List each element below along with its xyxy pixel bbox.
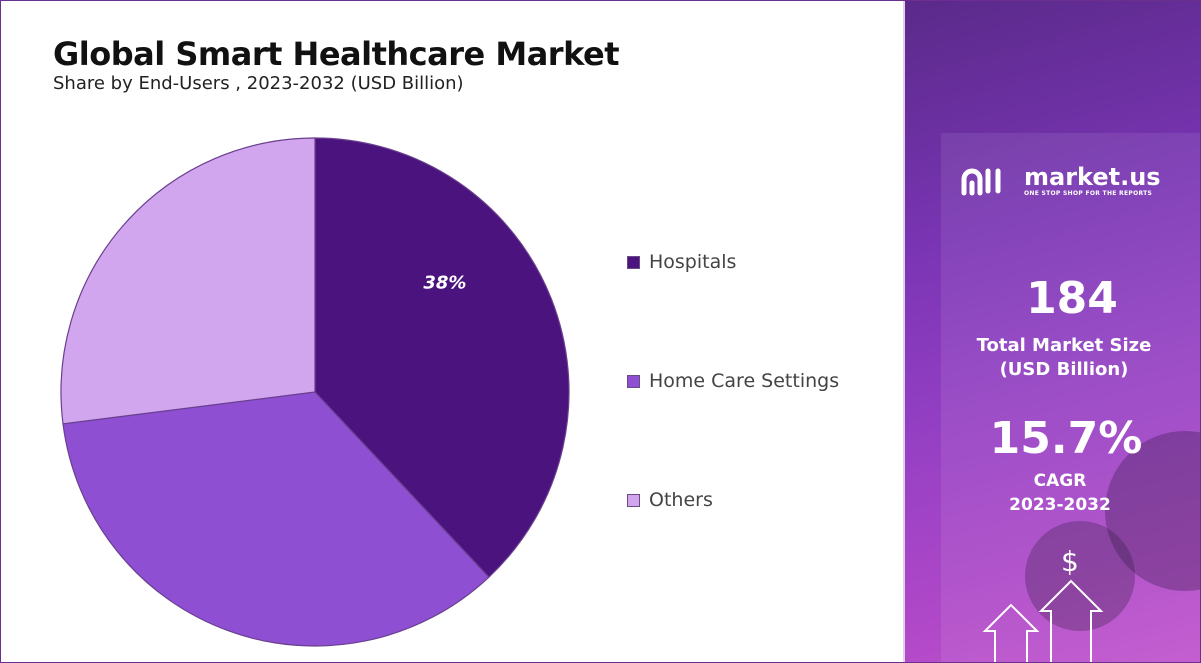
summary-card xyxy=(941,133,1200,662)
market-us-logo-icon xyxy=(961,168,1001,195)
brand-name: market.us xyxy=(1024,163,1161,191)
cagr-label: CAGR 2023-2032 xyxy=(911,469,1200,517)
dollar-icon: $ xyxy=(1061,545,1079,578)
pie-slice-hospitals xyxy=(314,137,570,579)
pie-chart: 38% xyxy=(60,137,570,647)
legend-item-hospitals: Hospitals xyxy=(627,251,736,273)
market-size-label: Total Market Size (USD Billion) xyxy=(915,334,1200,382)
legend-item-others: Others xyxy=(627,489,713,511)
market-size-label-line1: Total Market Size xyxy=(976,335,1152,356)
market-size-value: 184 xyxy=(1026,273,1118,324)
up-arrow-icon xyxy=(982,579,1104,662)
legend-swatch-hospitals xyxy=(627,255,640,269)
legend-label-home-care-settings: Home Care Settings xyxy=(649,370,840,392)
legend-swatch-home-care-settings xyxy=(627,374,640,388)
pie-slice-others xyxy=(60,137,316,425)
legend-label-hospitals: Hospitals xyxy=(649,251,737,273)
legend-swatch-others xyxy=(627,493,640,507)
cagr-label-line2: 2023-2032 xyxy=(1009,495,1111,515)
summary-panel: market.us ONE STOP SHOP FOR THE REPORTS … xyxy=(903,1,1200,662)
brand-logo: market.us ONE STOP SHOP FOR THE REPORTS xyxy=(960,164,1161,197)
legend-item-home-care-settings: Home Care Settings xyxy=(627,370,839,392)
market-size-label-line2: (USD Billion) xyxy=(999,359,1129,380)
chart-panel: Global Smart Healthcare Market Share by … xyxy=(1,1,902,662)
brand-text: market.us ONE STOP SHOP FOR THE REPORTS xyxy=(1024,164,1161,197)
pie-slice-home-care-settings xyxy=(62,391,490,647)
chart-subtitle: Share by End-Users , 2023-2032 (USD Bill… xyxy=(53,73,464,94)
pie-data-label-hospitals: 38% xyxy=(423,273,466,294)
cagr-label-line1: CAGR xyxy=(1033,471,1087,491)
cagr-value: 15.7% xyxy=(989,413,1143,464)
legend-label-others: Others xyxy=(649,489,713,511)
chart-title: Global Smart Healthcare Market xyxy=(53,35,619,73)
background-decoration xyxy=(1025,521,1135,631)
brand-tagline: ONE STOP SHOP FOR THE REPORTS xyxy=(1024,190,1153,197)
chart-legend: Hospitals Home Care Settings Others xyxy=(627,1,887,662)
